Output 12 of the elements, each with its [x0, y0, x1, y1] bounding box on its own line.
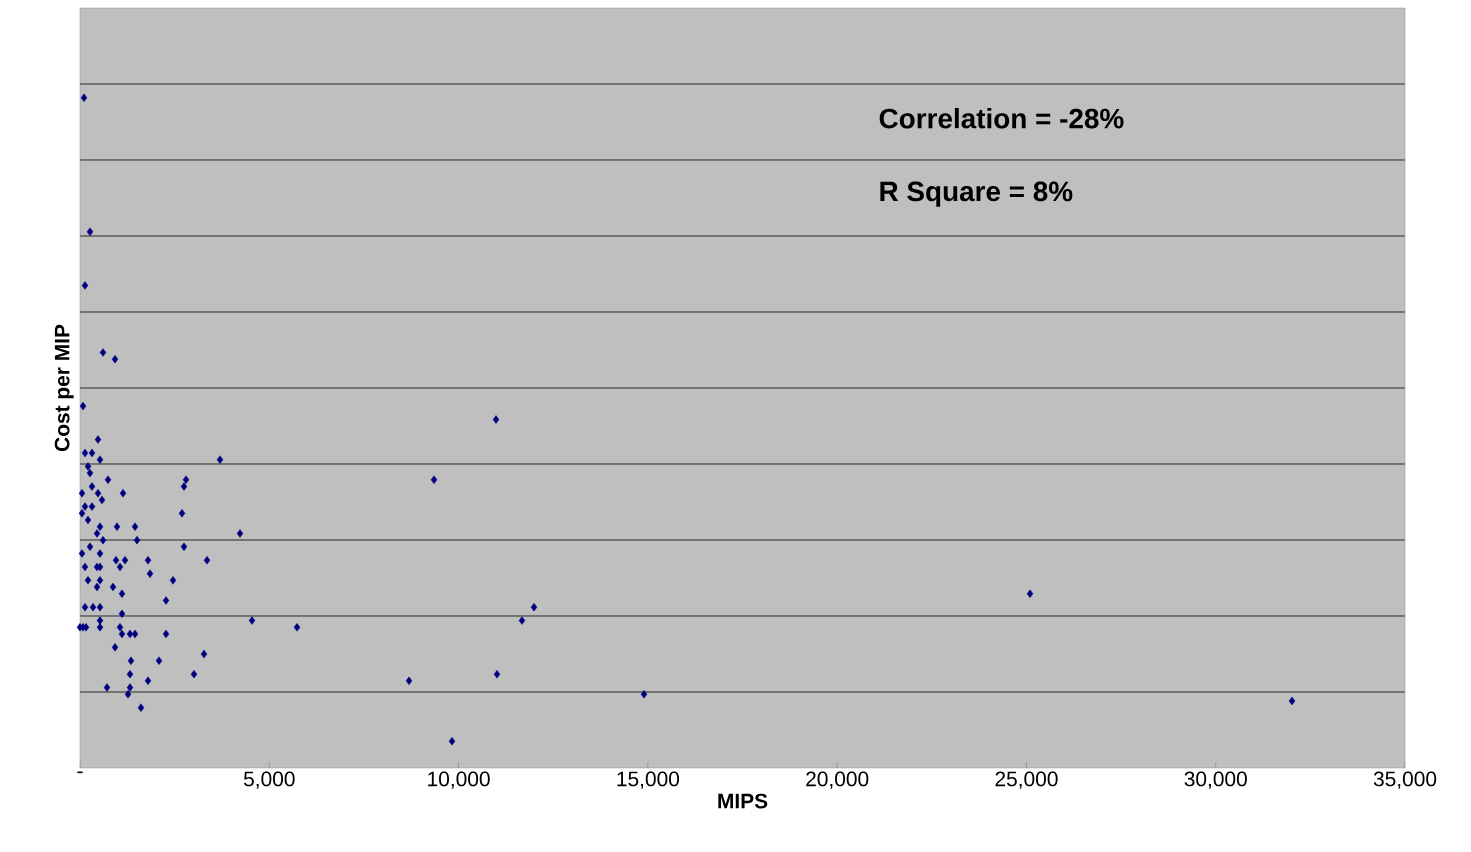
x-tick-label: 20,000: [806, 771, 869, 789]
annotation: Correlation = -28%: [879, 107, 1124, 129]
x-tick-label: -: [77, 771, 83, 774]
y-axis-title: Cost per MIP: [54, 324, 74, 452]
x-tick-label: 15,000: [617, 771, 680, 789]
x-axis-title: MIPS: [718, 793, 768, 809]
x-tick-label: 35,000: [1373, 771, 1437, 789]
x-tick-label: 25,000: [995, 771, 1058, 789]
x-tick-label: 10,000: [428, 771, 490, 789]
x-tick-label: 30,000: [1184, 771, 1247, 789]
annotation: R Square = 8%: [880, 181, 1073, 207]
x-tick-label: 5,000: [243, 771, 295, 789]
